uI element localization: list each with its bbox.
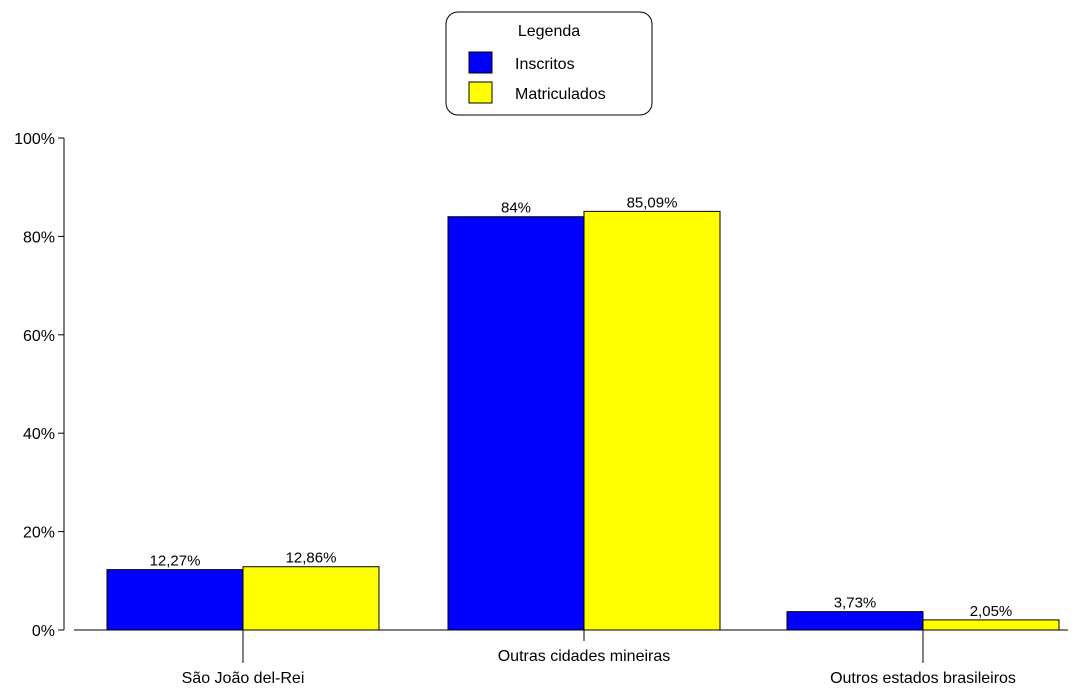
data-label: 3,73%: [834, 595, 877, 612]
data-label: 84%: [501, 200, 531, 217]
bar: [447, 216, 585, 631]
y-tick-label: 0%: [32, 623, 55, 640]
y-tick-label: 60%: [23, 328, 55, 345]
x-tick-label: Outros estados brasileiros: [830, 670, 1016, 687]
bar: [106, 569, 244, 631]
chart-category-labels: São João del-Rei Outras cidades mineiras O…: [182, 648, 1016, 687]
legend-box: [445, 11, 653, 116]
y-tick-label: 100%: [14, 131, 55, 148]
chart-bars: [106, 210, 1060, 631]
legend-label-inscritos: Inscritos: [515, 56, 575, 73]
legend-swatch-matriculados: [468, 81, 493, 104]
x-tick-label: Outras cidades mineiras: [498, 648, 671, 665]
x-tick-label: São João del-Rei: [182, 670, 305, 687]
data-label: 12,27%: [150, 553, 201, 570]
data-label: 2,05%: [970, 603, 1013, 620]
data-label: 85,09%: [627, 194, 678, 211]
bar: [242, 566, 380, 631]
chart-value-labels: 12,27% 12,86% 84% 85,09% 3,73% 2,05%: [150, 194, 1013, 620]
legend-swatch-inscritos: [468, 51, 493, 74]
y-tick-label: 20%: [23, 525, 55, 542]
bar: [583, 210, 721, 631]
bar: [786, 611, 924, 631]
y-tick-label: 80%: [23, 229, 55, 246]
legend: Legenda Inscritos Matriculados: [445, 11, 653, 116]
data-label: 12,86%: [286, 550, 337, 567]
legend-title: Legenda: [518, 23, 580, 40]
y-tick-label: 40%: [23, 426, 55, 443]
bar: [922, 619, 1060, 631]
legend-label-matriculados: Matriculados: [515, 86, 606, 103]
